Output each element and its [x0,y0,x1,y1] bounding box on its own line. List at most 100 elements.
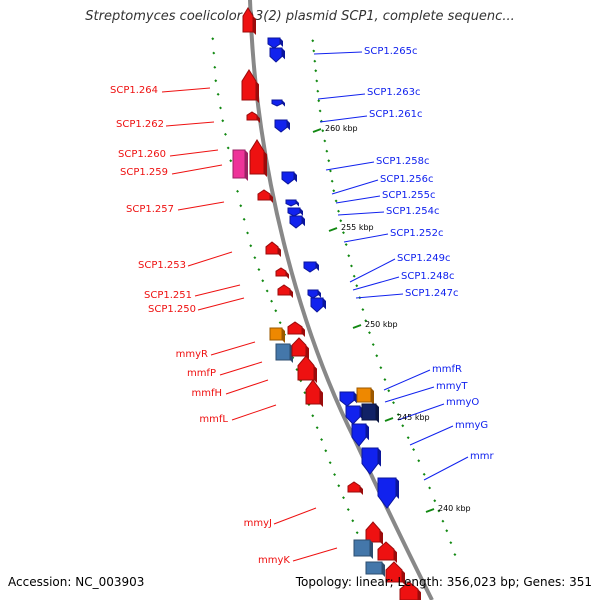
gene-label-scp1-264[interactable]: SCP1.264 [110,85,158,96]
tick-dot [422,472,426,476]
gene-label-scp1-248c[interactable]: SCP1.248c [401,271,455,282]
gene-label-mmyj[interactable]: mmyJ [244,518,272,529]
gene-label-scp1-259[interactable]: SCP1.259 [120,167,168,178]
gene-label-mmfr[interactable]: mmfR [432,364,462,375]
gene-arrow [241,69,259,103]
tick-dot [337,209,340,213]
tick-dot [274,309,278,313]
gene-label-mmfh[interactable]: mmfH [191,388,222,399]
gene-arrow [291,337,309,359]
gene-label-mmyt[interactable]: mmyT [436,381,468,392]
gene-arrow [347,481,363,495]
leader-line [317,93,366,100]
gene-label-mmfl[interactable]: mmfL [199,414,228,425]
gene-label-scp1-258c[interactable]: SCP1.258c [376,156,430,167]
tick-dot [364,319,368,323]
leader-line [171,164,223,175]
gene-arrow [351,423,369,447]
tick-dot [270,299,274,303]
gene-arrow [246,111,260,123]
gene-label-scp1-261c[interactable]: SCP1.261c [369,109,423,120]
gene-label-mmyk[interactable]: mmyK [258,555,290,566]
gene-label-scp1-262[interactable]: SCP1.262 [116,119,164,130]
gene-label-scp1-247c[interactable]: SCP1.247c [405,288,459,299]
gene-label-scp1-265c[interactable]: SCP1.265c [364,46,418,57]
tick-dot [315,79,319,83]
accession-label: Accession: NC_003903 [8,575,145,589]
gene-label-mmyg[interactable]: mmyG [455,420,488,431]
tick-dot [249,244,253,248]
leader-line [165,121,215,127]
tick-dot [330,179,334,183]
gene-features [232,7,421,600]
leader-line [313,51,363,55]
gene-label-scp1-260[interactable]: SCP1.260 [118,149,166,160]
gene-label-scp1-253[interactable]: SCP1.253 [138,260,186,271]
kbp-tick-label: 245 kbp [397,413,430,422]
leader-line [383,369,431,391]
tick-dot [253,256,257,260]
leader-line [177,201,225,211]
gene-label-scp1-254c[interactable]: SCP1.254c [386,206,440,217]
tick-dot [392,401,395,405]
tick-dot [278,321,282,325]
gene-arrow [285,199,299,207]
tick-dot [355,284,359,288]
gene-label-mmyo[interactable]: mmyO [446,397,479,408]
tick-dot [339,219,343,223]
tick-dot [261,279,265,283]
gene-label-mmr[interactable]: mmr [470,451,494,462]
gene-arrow [345,405,363,425]
kbp-tick-mark [328,227,338,232]
gene-arrow [339,391,357,407]
kbp-tick-mark [384,417,394,422]
leader-line [325,161,375,171]
gene-label-scp1-257[interactable]: SCP1.257 [126,204,174,215]
tick-dot [211,37,215,41]
gene-label-scp1-252c[interactable]: SCP1.252c [390,228,444,239]
kbp-tick-mark [312,128,322,133]
tick-marks [211,37,457,557]
gene-label-mmfp[interactable]: mmfP [187,368,216,379]
kbp-tick-mark [425,508,435,513]
gene-arrow [269,327,285,343]
gene-arrow [385,561,405,585]
tick-dot [332,189,336,193]
gene-label-scp1-255c[interactable]: SCP1.255c [382,190,436,201]
leader-line [273,507,317,525]
gene-label-scp1-251[interactable]: SCP1.251 [144,290,192,301]
gene-arrow [277,284,293,298]
gene-label-scp1-263c[interactable]: SCP1.263c [367,87,421,98]
leader-line [331,179,379,195]
leader-line [194,284,241,297]
tick-dot [224,132,227,136]
gene-label-mmyr[interactable]: mmyR [176,349,208,360]
leader-line [335,195,381,204]
tick-dot [321,129,325,133]
tick-dot [216,92,220,96]
tick-dot [236,189,240,193]
gene-arrow [275,343,293,363]
gene-arrow [356,387,374,405]
tick-dot [320,438,324,442]
tick-dot [229,159,233,163]
tick-dot [433,499,437,503]
tick-dot [212,51,216,55]
gene-label-scp1-249c[interactable]: SCP1.249c [397,253,451,264]
tick-dot [417,459,421,463]
gene-arrow [307,289,321,299]
gene-labels: SCP1.264 SCP1.262 SCP1.260 SCP1.259 SCP1.257… [110,46,494,566]
leader-line [225,379,269,395]
tick-dot [383,378,387,382]
map-title: Streptomyces coelicolor A3(2) plasmid SC… [85,9,515,24]
gene-label-scp1-250[interactable]: SCP1.250 [148,304,196,315]
tick-dot [355,531,359,535]
tick-dot [396,413,400,417]
leader-line [169,149,219,157]
gene-label-scp1-256c[interactable]: SCP1.256c [380,174,434,185]
tick-dot [226,146,230,150]
tick-dot [428,486,432,490]
tick-dot [453,553,457,557]
leader-line [219,361,263,376]
